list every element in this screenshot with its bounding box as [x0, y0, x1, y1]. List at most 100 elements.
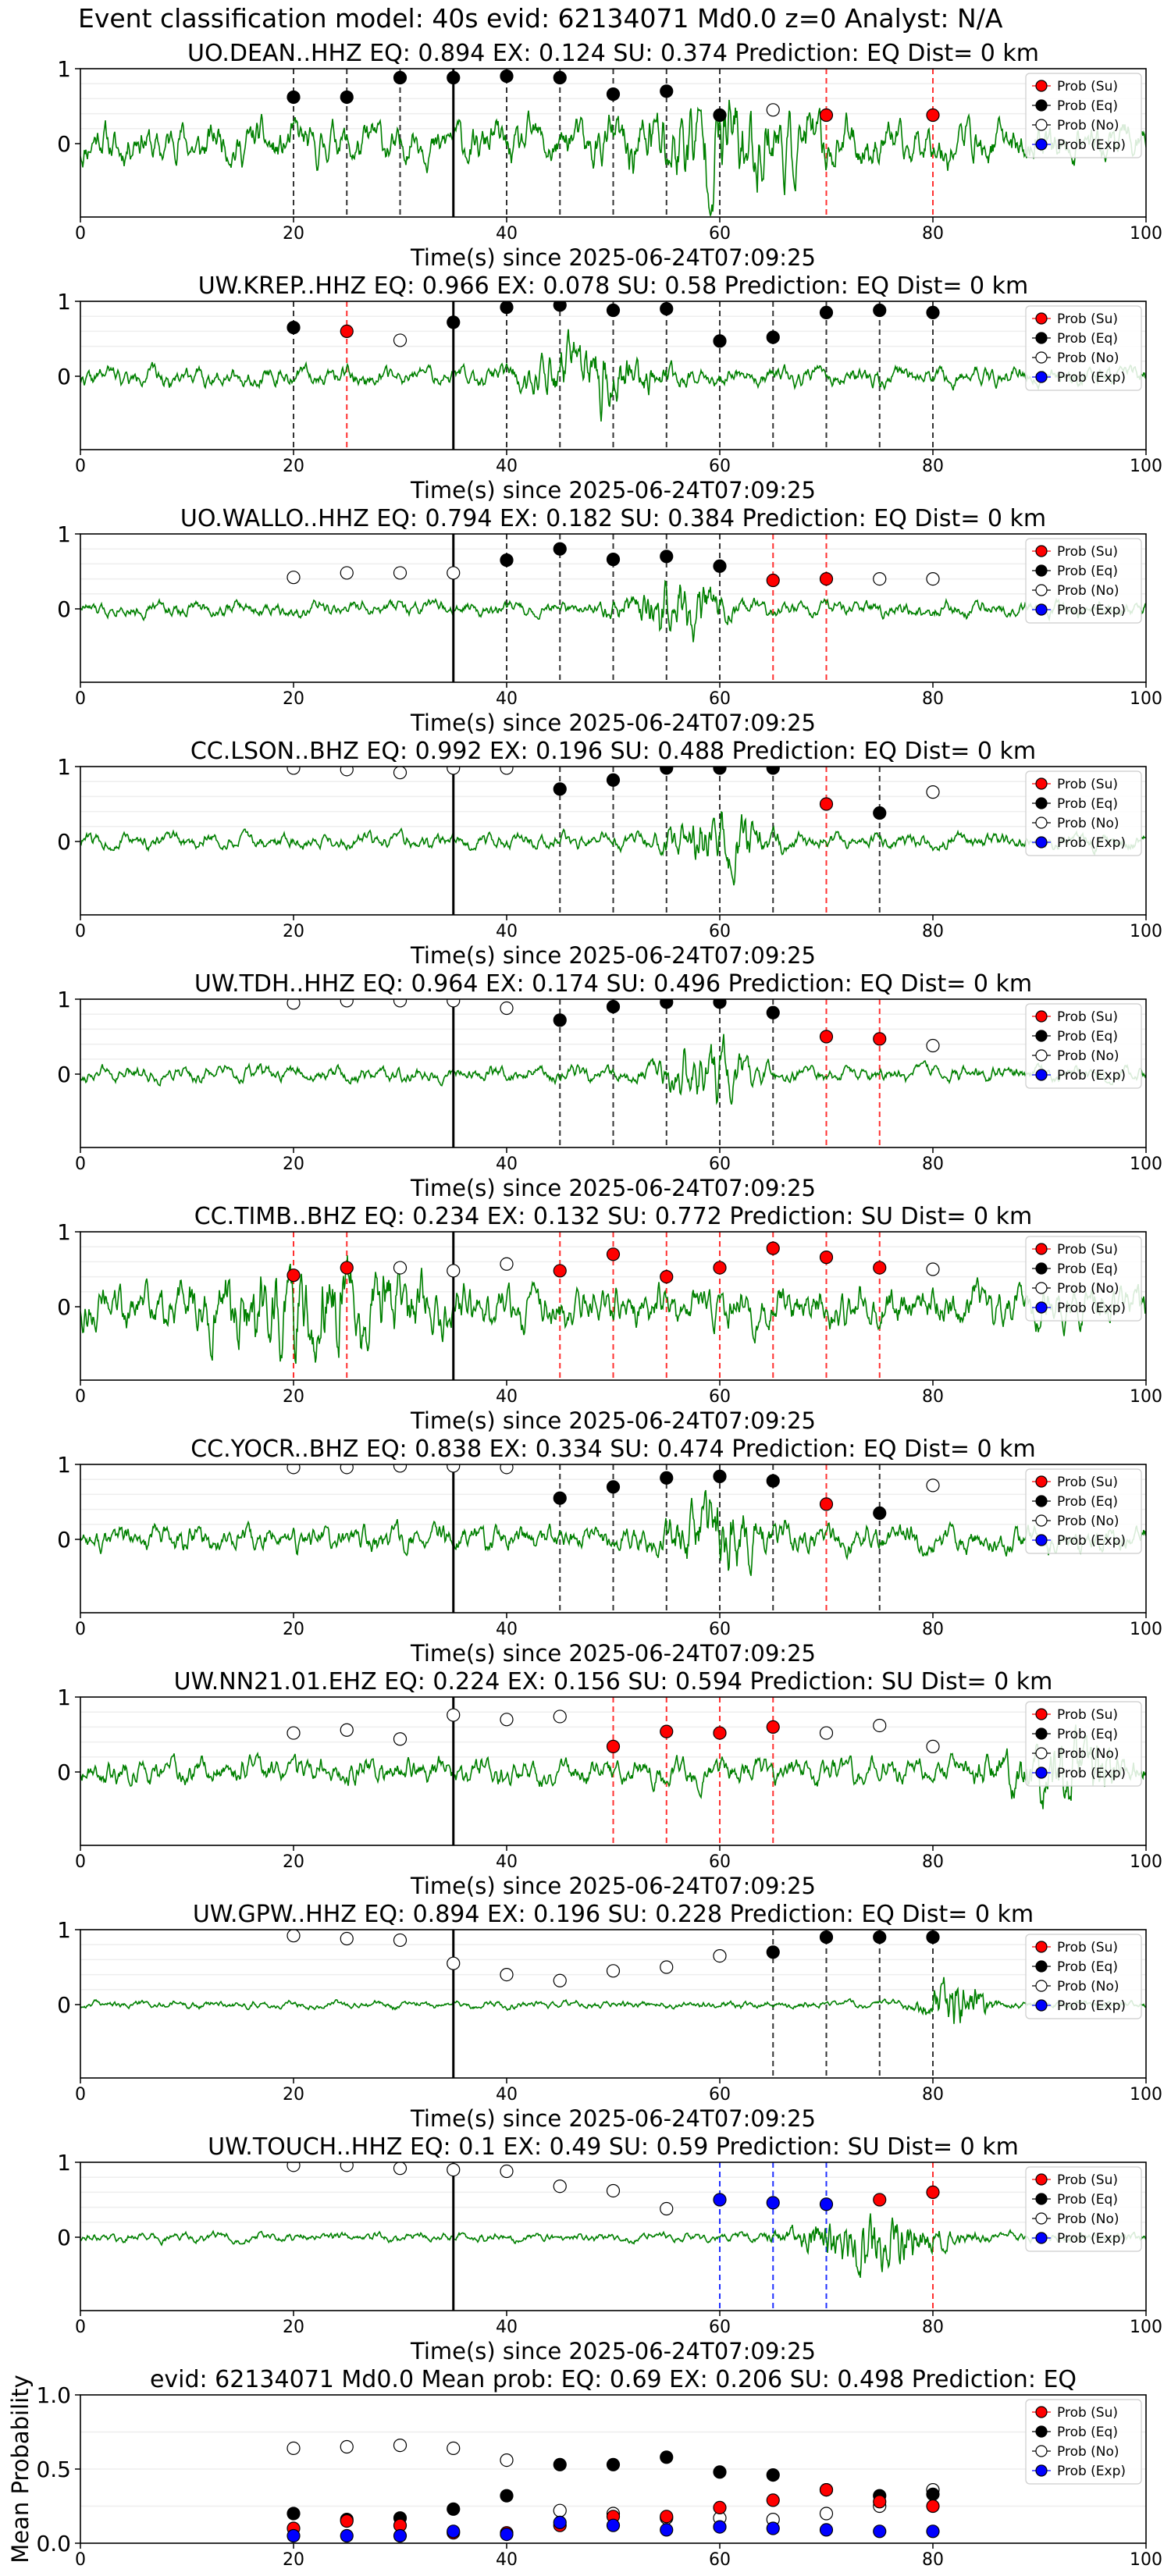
mean-marker-eq: [926, 2487, 940, 2501]
y-tick-label: 0: [57, 1527, 71, 1553]
legend-box: [1025, 538, 1142, 624]
legend-label: Prob (Eq): [1057, 1261, 1118, 1277]
prob-marker-eq: [553, 1491, 567, 1505]
prob-marker-exp: [713, 2193, 727, 2207]
prob-marker-no: [393, 767, 408, 780]
prob-marker-su: [606, 1247, 621, 1261]
legend-label: Prob (Su): [1057, 2405, 1118, 2421]
axes-frame: [80, 766, 1147, 916]
x-tick-label: 80: [922, 922, 944, 941]
legend-label: Prob (Eq): [1057, 2192, 1118, 2208]
panel-title: UW.GPW..HHZ EQ: 0.894 EX: 0.196 SU: 0.22…: [193, 1901, 1034, 1928]
x-tick-label: 40: [496, 2550, 518, 2570]
legend: Prob (Su) Prob (Eq) Prob (No) Prob (Exp): [1025, 305, 1142, 391]
prob-marker-no: [500, 1464, 514, 1475]
mean-marker-no: [393, 2439, 408, 2453]
prob-marker-no: [393, 999, 408, 1008]
y-tick-label: 0: [57, 596, 71, 622]
legend-box: [1025, 73, 1142, 158]
legend-label: Prob (Su): [1057, 2172, 1118, 2188]
mean-marker-su: [713, 2500, 727, 2514]
legend-marker-no: [1035, 584, 1048, 596]
prob-marker-su: [766, 1720, 780, 1734]
mean-marker-exp: [606, 2518, 621, 2532]
seismogram-trace: [80, 329, 1146, 422]
x-tick-label: 60: [709, 457, 731, 476]
legend-marker-eq: [1035, 1262, 1048, 1275]
mean-marker-eq: [660, 2450, 674, 2464]
y-tick-label: 0: [57, 829, 71, 855]
station-panel-uo-wallo-hhz: UO.WALLO..HHZ EQ: 0.794 EX: 0.182 SU: 0.…: [57, 505, 1162, 736]
x-tick-label: 0: [75, 1387, 86, 1407]
x-axis-label: Time(s) since 2025-06-24T07:09:25: [410, 477, 816, 503]
prob-marker-eq: [926, 305, 940, 319]
x-tick-label: 100: [1130, 2550, 1162, 2570]
y-tick-label: 0: [57, 1062, 71, 1087]
mean-marker-su: [660, 2510, 674, 2524]
seismogram-trace: [80, 1976, 1146, 2024]
prob-marker-eq: [553, 70, 567, 85]
x-axis-label: Time(s) since 2025-06-24T07:09:25: [410, 2338, 816, 2364]
axes-frame: [80, 68, 1147, 218]
y-tick-label: 0.5: [36, 2457, 71, 2482]
x-axis-label: Time(s) since 2025-06-24T07:09:25: [410, 1175, 816, 1201]
legend-label: Prob (Su): [1057, 1940, 1118, 1955]
x-tick-label: 80: [922, 2318, 944, 2337]
mean-marker-eq: [447, 2502, 461, 2516]
prob-marker-no: [393, 566, 408, 580]
panel-title: UO.WALLO..HHZ EQ: 0.794 EX: 0.182 SU: 0.…: [180, 505, 1046, 532]
y-tick-label: 1: [57, 754, 71, 780]
legend-label: Prob (No): [1057, 2444, 1119, 2460]
plot-area: [80, 301, 1146, 450]
panel-title: evid: 62134071 Md0.0 Mean prob: EQ: 0.69…: [150, 2366, 1077, 2393]
prob-marker-su: [340, 324, 354, 338]
plot-area: [80, 1697, 1146, 1845]
x-tick-label: 0: [75, 689, 86, 709]
station-panel-uw-tdh-hhz: UW.TDH..HHZ EQ: 0.964 EX: 0.174 SU: 0.49…: [57, 970, 1162, 1201]
legend-marker-su: [1035, 80, 1048, 92]
legend-label: Prob (No): [1057, 1979, 1119, 1994]
prob-marker-no: [926, 1478, 940, 1493]
prob-marker-eq: [713, 1469, 727, 1483]
prob-marker-no: [660, 1960, 674, 1974]
legend-box: [1025, 770, 1142, 856]
x-tick-label: 100: [1130, 1620, 1162, 1639]
y-tick-label: 1: [57, 56, 71, 82]
prob-marker-su: [819, 108, 834, 123]
plot-area: [80, 1464, 1146, 1613]
legend-label: Prob (Exp): [1057, 603, 1126, 618]
prob-marker-no: [447, 1708, 461, 1722]
x-tick-label: 60: [709, 1155, 731, 1174]
prob-marker-no: [340, 1931, 354, 1946]
prob-marker-eq: [606, 553, 621, 567]
legend-label: Prob (Eq): [1057, 331, 1118, 347]
prob-marker-eq: [660, 302, 674, 316]
x-tick-label: 100: [1130, 2318, 1162, 2337]
axes-frame: [80, 1464, 1147, 1614]
plot-area: [80, 69, 1146, 217]
x-tick-label: 40: [496, 224, 518, 244]
plot-area: [80, 1930, 1146, 2078]
y-tick-label: 0.0: [36, 2531, 71, 2556]
axes-frame: [80, 1929, 1147, 2079]
x-tick-label: 40: [496, 457, 518, 476]
prob-marker-eq: [660, 550, 674, 564]
x-tick-label: 40: [496, 1620, 518, 1639]
station-panel-uw-krep-hhz: UW.KREP..HHZ EQ: 0.966 EX: 0.078 SU: 0.5…: [57, 272, 1162, 503]
legend-marker-no: [1035, 2445, 1048, 2457]
prob-marker-no: [500, 1257, 514, 1271]
prob-marker-eq: [873, 1506, 887, 1521]
plot-area: [287, 2439, 940, 2543]
x-tick-label: 0: [75, 1620, 86, 1639]
mean-marker-no: [287, 2441, 301, 2455]
prob-marker-su: [819, 797, 834, 811]
legend-label: Prob (Exp): [1057, 1533, 1126, 1549]
prob-marker-no: [873, 1718, 887, 1733]
prob-marker-su: [819, 571, 834, 586]
legend-marker-su: [1035, 2406, 1048, 2418]
legend-marker-exp: [1035, 1069, 1048, 1081]
legend-marker-su: [1035, 1941, 1048, 1953]
prob-marker-no: [713, 1949, 727, 1963]
panel-title: UO.DEAN..HHZ EQ: 0.894 EX: 0.124 SU: 0.3…: [187, 40, 1039, 67]
prob-marker-no: [926, 1038, 940, 1053]
